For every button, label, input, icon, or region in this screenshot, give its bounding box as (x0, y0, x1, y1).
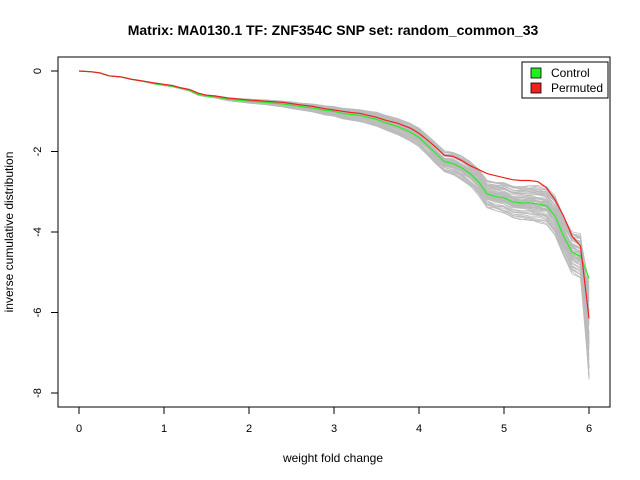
background-series-line (78, 70, 590, 287)
x-tick-label: 4 (416, 423, 422, 435)
x-tick-label: 5 (501, 423, 507, 435)
series-line-control (78, 70, 590, 279)
x-tick-label: 2 (246, 423, 252, 435)
y-tick-label: -2 (32, 147, 44, 157)
y-axis-label: inverse cumulative distribution (2, 152, 16, 313)
background-series-group (78, 70, 590, 380)
background-series-line (78, 70, 590, 286)
x-tick-label: 0 (76, 423, 82, 435)
series-group (78, 70, 590, 319)
background-series-line (78, 70, 590, 290)
x-tick-label: 6 (586, 423, 592, 435)
legend-swatch-control (530, 67, 542, 79)
background-series-line (78, 70, 590, 299)
background-series-line (78, 70, 590, 292)
background-series-line (78, 70, 590, 294)
x-tick-label: 1 (161, 423, 167, 435)
background-series-line (78, 70, 590, 379)
y-tick-label: -8 (32, 388, 44, 398)
chart-title: Matrix: MA0130.1 TF: ZNF354C SNP set: ra… (128, 22, 539, 38)
background-series-line (78, 70, 590, 286)
legend-label-control: Control (551, 66, 590, 80)
x-axis-label: weight fold change (282, 451, 383, 465)
x-axis: 0 1 2 3 4 5 6 (76, 406, 592, 435)
x-tick-label: 3 (331, 423, 337, 435)
y-axis: 0 -2 -4 -6 -8 (32, 68, 59, 398)
background-series-line (78, 70, 590, 376)
background-series-line (78, 70, 590, 294)
legend-label-permuted: Permuted (551, 81, 603, 95)
y-tick-label: 0 (32, 68, 44, 74)
y-tick-label: -6 (32, 308, 44, 318)
series-line-permuted (78, 70, 590, 319)
y-tick-label: -4 (32, 227, 44, 237)
legend-swatch-permuted (530, 82, 542, 94)
background-series-line (78, 70, 590, 283)
background-series-line (78, 70, 590, 297)
background-series-line (78, 70, 590, 380)
background-series-line (78, 70, 590, 377)
background-series-line (78, 70, 590, 299)
background-series-line (78, 70, 590, 283)
